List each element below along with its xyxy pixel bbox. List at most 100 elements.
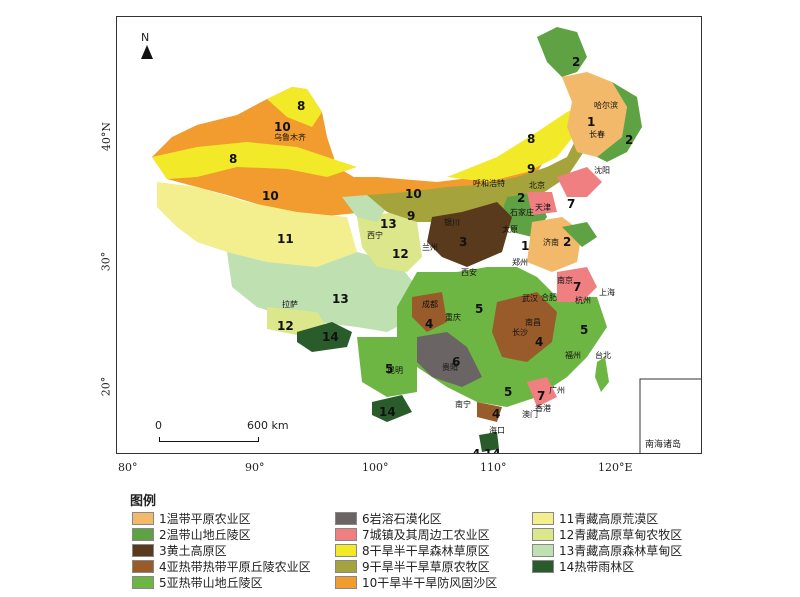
city-label: 呼和浩特: [473, 179, 505, 188]
legend-label: 干旱半干旱森林草原区: [369, 544, 490, 558]
city-label: 成都: [422, 300, 438, 309]
region-zone-14-hainan: [479, 432, 499, 452]
legend-number: 11: [559, 511, 575, 526]
city-label: 长春: [589, 130, 605, 139]
north-arrow-icon: [141, 45, 153, 59]
city-label: 长沙: [512, 328, 528, 337]
region-number-label: 1: [587, 115, 596, 129]
city-label: 昆明: [387, 366, 403, 375]
lon-tick-120: 120°E: [598, 461, 633, 474]
legend-label: 干旱半干旱防风固沙区: [377, 576, 498, 590]
north-arrow: N: [137, 31, 157, 61]
scale-zero: 0: [155, 419, 162, 432]
city-label: 哈尔滨: [594, 101, 618, 110]
scale-text: 600 km: [247, 419, 289, 432]
region-number-label: 14: [322, 330, 339, 344]
city-label: 兰州: [422, 243, 438, 252]
legend-item-9: 9 干旱半干旱草原农牧区: [335, 558, 490, 575]
china-regions-map: [152, 27, 701, 453]
region-zone-7-yangtze-delta: [557, 267, 597, 302]
city-label: 香港: [535, 404, 551, 413]
legend-label: 青藏高原草甸农牧区: [574, 528, 683, 542]
region-number-label: 4: [535, 335, 544, 349]
legend-label: 青藏高原森林草甸区: [574, 544, 683, 558]
legend-number: 14: [559, 559, 575, 574]
city-label: 太原: [502, 225, 518, 234]
city-label: 澳门: [522, 410, 538, 419]
inset-label: 南海诸岛: [645, 440, 682, 450]
city-label: 石家庄: [510, 208, 534, 217]
region-zone-4-hunan-jiangxi: [492, 292, 557, 362]
region-zone-7-liaoning: [557, 167, 602, 197]
north-label: N: [141, 31, 150, 44]
region-zone-8-tianshan: [152, 142, 357, 179]
map-frame: N 0 600 km 南海诸岛 8 10 8 10 11 13 12 14 10 9 13 12 3 8 9…: [116, 16, 702, 454]
scale-bar: 0 600 km: [155, 419, 305, 449]
legend-swatch: [132, 560, 154, 573]
legend-swatch: [532, 560, 554, 573]
legend-number: 9: [362, 559, 370, 574]
legend-swatch: [132, 512, 154, 525]
legend-label: 温带平原农业区: [166, 512, 251, 526]
city-label: 广州: [549, 386, 565, 395]
legend-swatch: [335, 560, 357, 573]
region-zone-14-tibet-south: [297, 322, 352, 352]
region-zone-4-leizhou: [477, 402, 502, 422]
region-zone-7-jingjin: [527, 192, 557, 215]
city-label: 海口: [489, 426, 505, 435]
legend-item-1: 1 温带平原农业区: [132, 510, 251, 527]
region-number-label: 2: [572, 55, 581, 69]
legend-label: 亚热带山地丘陵区: [166, 576, 263, 590]
region-zone-12-qinghai: [357, 212, 422, 272]
legend-number: 7: [362, 527, 370, 542]
region-zone-8-northeast-belt: [447, 102, 597, 182]
region-zone-14-xishuangbanna: [372, 395, 412, 422]
region-number-label: 1: [521, 239, 530, 253]
region-zone-8-altai: [267, 87, 322, 127]
legend-swatch: [335, 512, 357, 525]
region-zone-2-greater-khingan: [537, 27, 587, 77]
region-number-label: 2: [563, 235, 572, 249]
lon-tick-110: 110°: [480, 461, 507, 474]
region-number-label: 2: [625, 133, 634, 147]
region-number-label: 4: [425, 317, 434, 331]
legend-item-11: 11 青藏高原荒漠区: [532, 510, 658, 527]
city-label: 拉萨: [282, 300, 298, 309]
city-label: 西宁: [367, 231, 383, 240]
legend-number: 4: [159, 559, 167, 574]
legend-label: 干旱半干旱草原农牧区: [369, 560, 490, 574]
region-number-label: 5: [504, 385, 513, 399]
legend-label: 城镇及其周边工农业区: [369, 528, 490, 542]
lon-tick-100: 100°: [362, 461, 389, 474]
legend-number: 12: [559, 527, 575, 542]
lon-tick-80: 80°: [118, 461, 138, 474]
region-zone-2-shandong: [562, 222, 597, 247]
region-number-label: 12: [277, 319, 294, 333]
legend-item-5: 5 亚热带山地丘陵区: [132, 574, 263, 591]
city-label: 上海: [599, 288, 615, 297]
region-zone-1-northeast-plain: [562, 72, 627, 157]
region-number-label: 10: [274, 120, 291, 134]
legend-number: 2: [159, 527, 167, 542]
city-label: 沈阳: [594, 166, 610, 175]
region-number-label: 5: [385, 362, 394, 376]
legend-number: 8: [362, 543, 370, 558]
region-number-label: 4: [492, 407, 501, 421]
legend-swatch: [132, 544, 154, 557]
legend-label: 岩溶石漠化区: [369, 512, 442, 526]
legend-swatch: [532, 512, 554, 525]
legend-label: 黄土高原区: [166, 544, 227, 558]
legend-number: 5: [159, 575, 167, 590]
region-zone-7-pearl-river: [527, 377, 557, 407]
legend-item-13: 13 青藏高原森林草甸区: [532, 542, 682, 559]
legend-item-10: 10 干旱半干旱防风固沙区: [335, 574, 497, 591]
region-zone-9-grassland: [367, 137, 587, 222]
city-label: 福州: [565, 351, 581, 360]
region-number-label: 8: [297, 99, 306, 113]
region-number-label: 7: [537, 389, 546, 403]
region-zone-5-yunnan: [357, 337, 417, 397]
region-number-label: 10: [262, 189, 279, 203]
region-number-label: 4: [472, 447, 481, 454]
legend-label: 青藏高原荒漠区: [574, 512, 659, 526]
region-number-label: 13: [332, 292, 349, 306]
